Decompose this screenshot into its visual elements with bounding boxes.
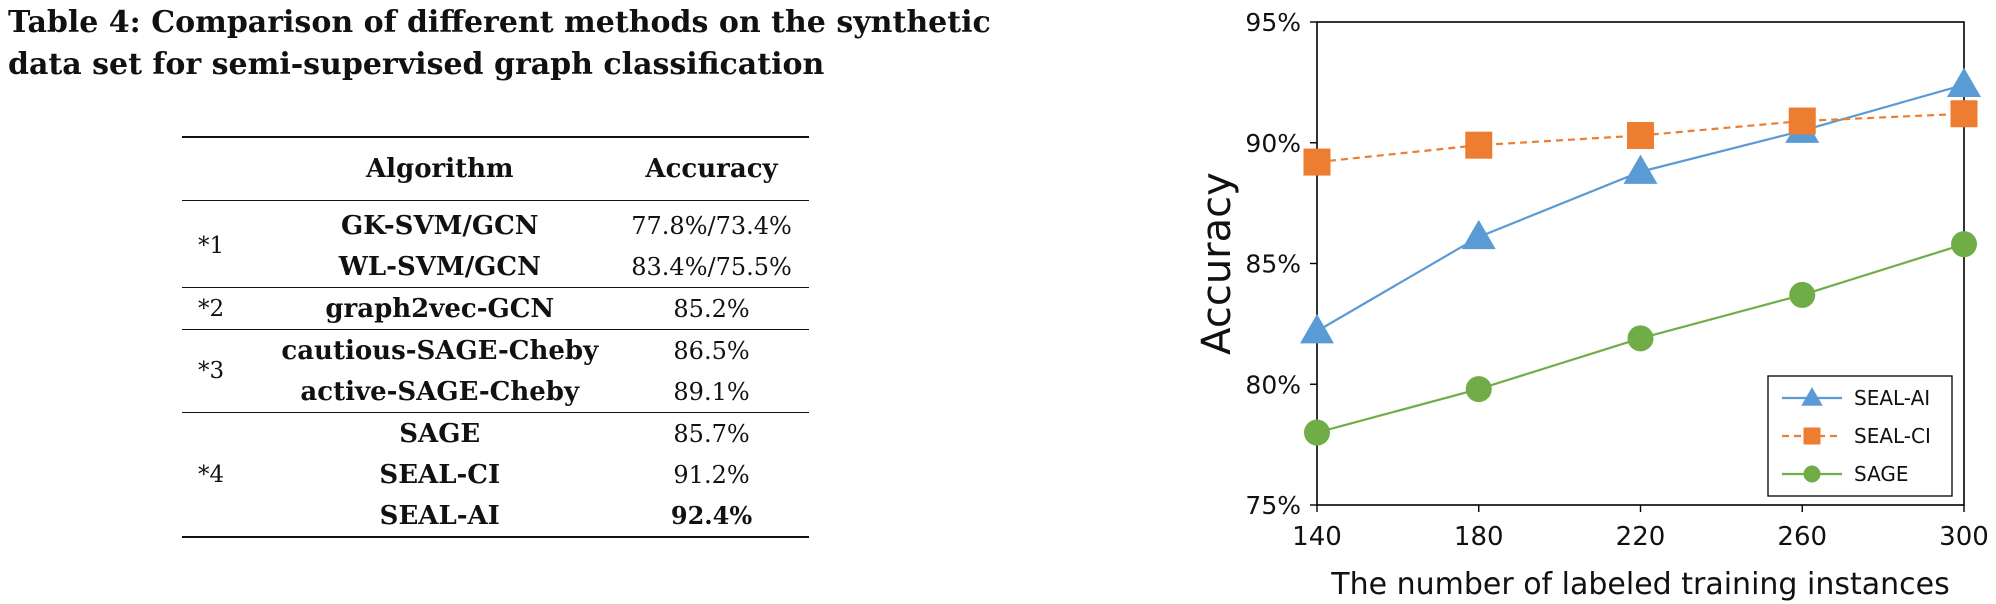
y-tick-label: 85% — [1245, 250, 1301, 279]
x-tick-label: 140 — [1292, 522, 1342, 552]
data-point-seal-ai — [1623, 154, 1658, 184]
data-point-sage — [1304, 419, 1330, 446]
algorithm-cell: SEAL-AI — [379, 500, 500, 531]
accuracy-cell: 85.7% — [673, 419, 750, 448]
accuracy-cell: 86.5% — [673, 336, 750, 365]
algorithm-cell: WL-SVM/GCN — [338, 251, 541, 282]
data-point-sage — [1789, 281, 1816, 308]
x-tick-label: 180 — [1454, 522, 1504, 552]
accuracy-cell: 85.2% — [673, 294, 750, 323]
data-point-seal-ci — [1627, 122, 1654, 150]
algorithm-cell: graph2vec-GCN — [325, 293, 555, 324]
y-tick-label: 95% — [1245, 8, 1301, 37]
y-tick-label: 80% — [1245, 370, 1301, 399]
x-tick-label: 300 — [1939, 522, 1989, 552]
data-point-seal-ci — [1788, 107, 1816, 135]
data-point-sage — [1465, 376, 1492, 403]
data-point-sage — [1951, 231, 1977, 258]
y-axis-label: Accuracy — [1194, 172, 1240, 355]
legend-marker-seal-ai — [1801, 387, 1823, 406]
algorithm-cell: SAGE — [399, 418, 481, 449]
accuracy-cell: 89.1% — [673, 377, 750, 406]
series-line-seal-ai — [1316, 83, 1965, 333]
x-tick-label: 220 — [1616, 522, 1666, 552]
data-point-seal-ai — [1300, 314, 1334, 344]
group-label: *4 — [198, 461, 225, 488]
legend-label: SEAL-AI — [1854, 386, 1930, 410]
x-tick-label: 260 — [1777, 522, 1827, 552]
accuracy-cell: 77.8%/73.4% — [631, 211, 792, 240]
accuracy-cell: 91.2% — [673, 460, 750, 489]
algorithm-cell: cautious-SAGE-Cheby — [281, 335, 599, 366]
legend-marker-seal-ci — [1803, 427, 1821, 445]
data-point-seal-ci — [1465, 131, 1493, 159]
group-label: *1 — [198, 233, 225, 259]
data-point-sage — [1627, 325, 1654, 352]
legend-marker-sage — [1803, 465, 1821, 483]
accuracy-header: Accuracy — [645, 154, 778, 184]
algorithm-cell: SEAL-CI — [379, 459, 501, 490]
data-point-seal-ci — [1303, 148, 1331, 176]
data-point-seal-ai — [1947, 67, 1981, 97]
table-caption: Table 4: Comparison of different methods… — [8, 5, 991, 82]
accuracy-cell-best: 92.4% — [670, 501, 753, 530]
legend-label: SEAL-CI — [1854, 424, 1931, 448]
results-table: Algorithm Accuracy *1 GK-SVM/GCN 77.8%/7… — [182, 136, 809, 538]
data-point-seal-ai — [1461, 219, 1496, 250]
x-axis-label: The number of labeled training instances — [1330, 567, 1949, 602]
algorithm-cell: GK-SVM/GCN — [340, 210, 539, 241]
group-label: *2 — [198, 295, 225, 322]
algorithm-header: Algorithm — [365, 154, 514, 184]
y-tick-label: 75% — [1245, 491, 1301, 520]
legend-label: SAGE — [1854, 462, 1909, 486]
data-point-seal-ci — [1950, 100, 1978, 128]
algorithm-cell: active-SAGE-Cheby — [300, 376, 580, 407]
accuracy-cell: 83.4%/75.5% — [631, 252, 792, 281]
y-tick-label: 90% — [1245, 129, 1301, 158]
group-label: *3 — [198, 358, 225, 384]
